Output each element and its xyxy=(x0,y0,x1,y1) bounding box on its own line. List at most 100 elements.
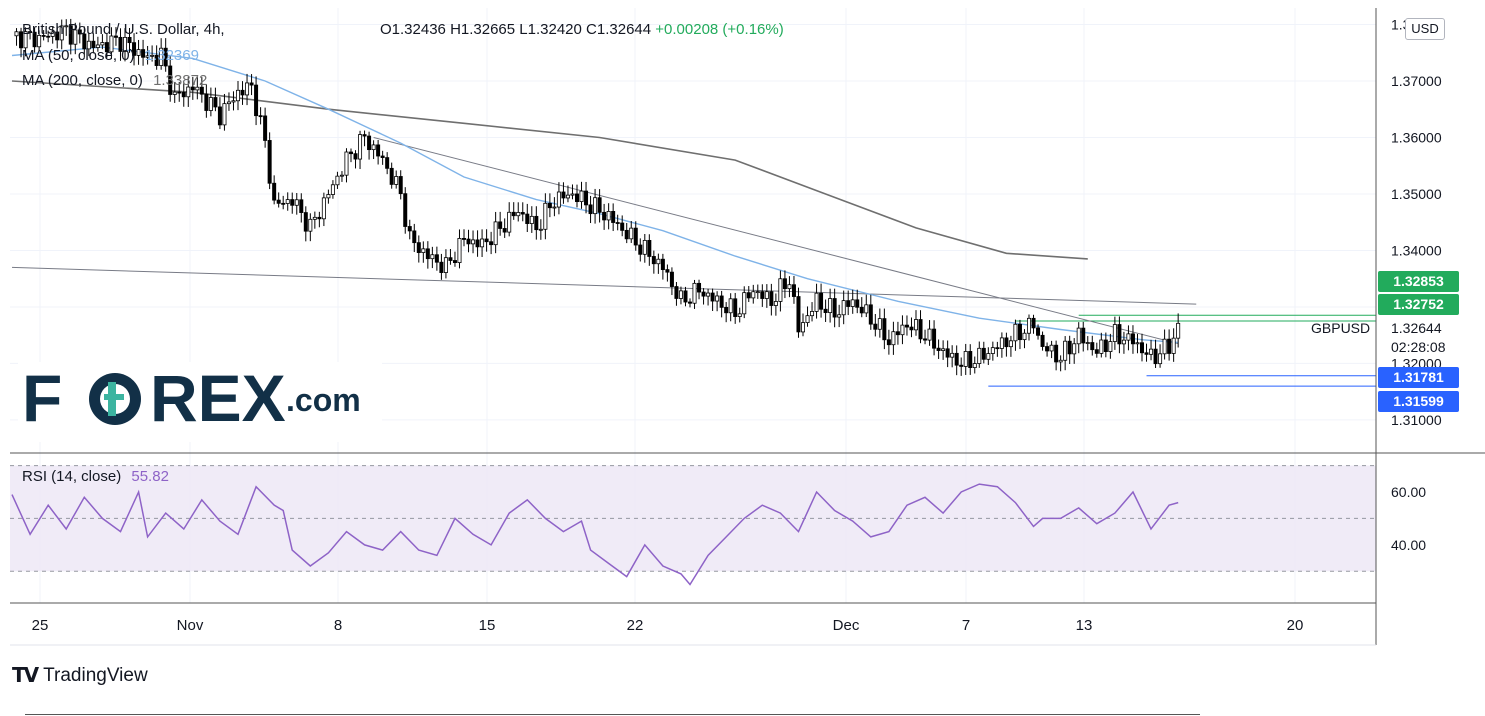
logo-letters-rex: REX xyxy=(150,362,286,435)
rsi-legend[interactable]: RSI (14, close) 55.82 xyxy=(22,468,169,485)
tradingview-footer[interactable]: 𝗧𝗩 TradingView xyxy=(12,663,148,688)
candle xyxy=(339,171,344,182)
symbol-legend[interactable]: British Pound / U.S. Dollar, 4h, xyxy=(22,21,225,38)
candle-body xyxy=(828,298,833,314)
forex-logo-mark: F REX .com xyxy=(22,361,361,435)
candle-body xyxy=(877,318,882,330)
candle xyxy=(570,184,575,200)
candle xyxy=(511,202,516,220)
candle-body xyxy=(959,364,964,367)
candle xyxy=(688,298,693,308)
candle-body xyxy=(1004,337,1009,348)
candle xyxy=(697,279,702,300)
time-tick-label: 25 xyxy=(32,617,49,634)
candle-body xyxy=(1130,333,1135,345)
candle-body xyxy=(1167,338,1172,354)
time-tick-label: 7 xyxy=(962,617,970,634)
candle xyxy=(222,93,227,131)
candle-body xyxy=(950,352,955,358)
time-tick-label: 13 xyxy=(1076,617,1093,634)
candle-body xyxy=(235,89,240,102)
candle-body xyxy=(263,115,268,141)
candle xyxy=(398,170,403,200)
candle xyxy=(733,292,738,324)
candle xyxy=(932,320,937,356)
candle-body xyxy=(850,299,855,307)
candle xyxy=(923,329,928,345)
candle xyxy=(769,283,774,316)
candle xyxy=(575,184,580,208)
candle-body xyxy=(502,228,507,233)
candle xyxy=(335,171,340,189)
candle xyxy=(326,189,331,204)
candle-body xyxy=(285,199,290,204)
candle-body xyxy=(837,314,842,318)
candle xyxy=(968,344,973,375)
candle-body xyxy=(805,315,810,324)
candle-body xyxy=(208,97,213,111)
candle xyxy=(1054,340,1059,371)
candle-body xyxy=(86,40,91,50)
candle xyxy=(199,77,204,103)
candle-body xyxy=(954,352,959,366)
candle xyxy=(701,288,706,305)
candle xyxy=(814,283,819,319)
ma50-legend[interactable]: MA (50, close, 0) 1.32369 xyxy=(22,47,199,64)
candle xyxy=(1045,342,1050,357)
candle xyxy=(59,19,64,50)
candle-body xyxy=(272,182,277,201)
candle xyxy=(715,291,720,312)
candle-body xyxy=(1126,333,1131,341)
candle xyxy=(981,341,986,364)
candle-body xyxy=(977,347,982,364)
time-tick-label: Nov xyxy=(177,617,204,634)
candle-body xyxy=(1094,349,1099,354)
candle xyxy=(475,230,480,257)
candle xyxy=(972,356,977,374)
candle xyxy=(50,26,55,44)
candle xyxy=(416,235,421,263)
candle-body xyxy=(199,86,204,95)
candle xyxy=(692,279,697,309)
ma200-value: 1.33872 xyxy=(153,72,208,89)
candle-body xyxy=(990,347,995,354)
candle xyxy=(1013,319,1018,351)
candle xyxy=(909,317,914,338)
currency-badge[interactable]: USD xyxy=(1405,18,1445,40)
candle-body xyxy=(534,215,539,231)
candle xyxy=(841,290,846,325)
price-tick-label: 1.36000 xyxy=(1391,129,1442,145)
candle xyxy=(1017,319,1022,350)
candle xyxy=(547,193,552,218)
candle xyxy=(1027,314,1032,341)
candle xyxy=(141,39,146,66)
candle-body xyxy=(760,291,765,299)
candle xyxy=(647,234,652,266)
rsi-line xyxy=(11,483,1179,586)
candle xyxy=(407,219,412,240)
candle-body xyxy=(715,295,720,302)
candle-body xyxy=(267,140,272,184)
candle xyxy=(100,34,105,50)
candle-body xyxy=(421,248,426,253)
candle xyxy=(1158,344,1163,368)
candlestick-series xyxy=(14,18,1181,376)
logo-o-cross xyxy=(104,394,124,400)
time-axis-labels: 25 Nov 8 15 22 Dec 7 13 20 xyxy=(32,617,1304,634)
candle-body xyxy=(68,25,73,45)
candle xyxy=(507,202,512,237)
candle-body xyxy=(1117,324,1122,345)
ma200-legend[interactable]: MA (200, close, 0) 1.33872 xyxy=(22,72,207,89)
candle xyxy=(864,294,869,318)
candle xyxy=(633,221,638,251)
horizontal-levels xyxy=(988,314,1376,387)
candle xyxy=(995,341,1000,357)
candle-body xyxy=(303,212,308,232)
candle xyxy=(466,229,471,253)
candle xyxy=(23,27,28,57)
candle xyxy=(480,229,485,257)
candle-body xyxy=(891,331,896,346)
candle xyxy=(95,36,100,52)
candle-body xyxy=(873,323,878,330)
